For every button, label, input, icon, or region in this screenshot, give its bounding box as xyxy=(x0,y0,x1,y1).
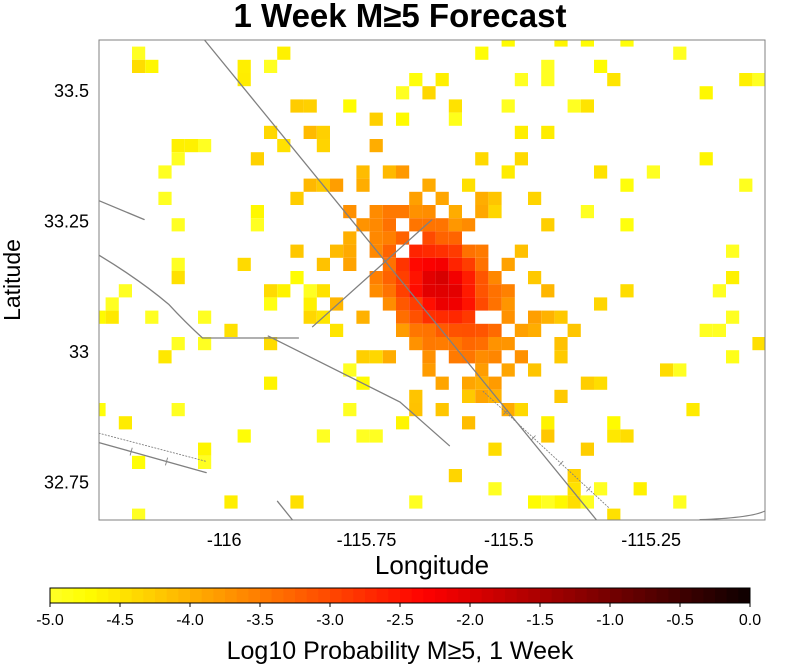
svg-text:-115.75: -115.75 xyxy=(337,530,397,550)
svg-text:-2.0: -2.0 xyxy=(456,612,484,629)
svg-text:33.25: 33.25 xyxy=(44,212,89,232)
svg-text:-1.5: -1.5 xyxy=(526,612,554,629)
svg-text:-115.25: -115.25 xyxy=(621,530,681,550)
svg-text:1 Week M≥5 Forecast: 1 Week M≥5 Forecast xyxy=(234,0,567,34)
svg-text:-3.0: -3.0 xyxy=(316,612,344,629)
svg-text:-0.5: -0.5 xyxy=(666,612,694,629)
svg-text:-4.0: -4.0 xyxy=(176,612,204,629)
svg-text:Log10 Probability M≥5, 1 Week: Log10 Probability M≥5, 1 Week xyxy=(227,637,574,665)
svg-text:-4.5: -4.5 xyxy=(106,612,134,629)
svg-text:-3.5: -3.5 xyxy=(246,612,274,629)
svg-text:33: 33 xyxy=(69,342,89,362)
svg-text:-5.0: -5.0 xyxy=(36,612,64,629)
svg-text:33.5: 33.5 xyxy=(54,81,89,101)
svg-text:Latitude: Latitude xyxy=(0,239,25,321)
svg-text:Longitude: Longitude xyxy=(375,550,489,580)
svg-text:-2.5: -2.5 xyxy=(386,612,414,629)
svg-text:-116: -116 xyxy=(207,530,242,550)
svg-text:-1.0: -1.0 xyxy=(596,612,624,629)
svg-text:32.75: 32.75 xyxy=(44,472,89,492)
svg-text:-115.5: -115.5 xyxy=(484,530,534,550)
svg-text:0.0: 0.0 xyxy=(739,612,761,629)
